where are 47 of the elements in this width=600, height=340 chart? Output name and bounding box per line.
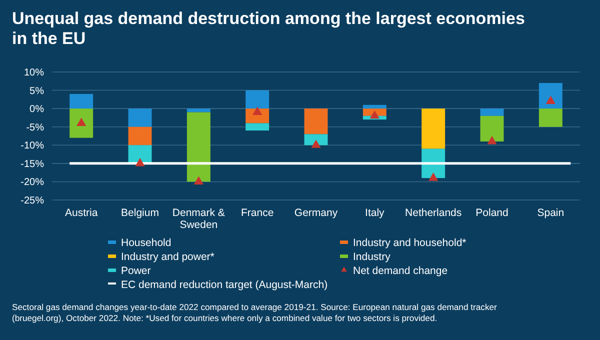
chart-title: Unequal gas demand destruction among the largest economies in the EU (12, 9, 525, 48)
bar (246, 90, 270, 109)
point (370, 110, 380, 119)
legend-label: Industry (353, 251, 392, 263)
x-tick-label: Denmark & Sweden (172, 207, 225, 231)
y-tick-label: -5% (26, 122, 44, 134)
y-tick-label: -25% (20, 196, 44, 206)
y-tick-label: -15% (20, 158, 44, 170)
bar (362, 104, 386, 109)
x-tick-label: Belgium (121, 207, 160, 219)
point (428, 172, 438, 181)
x-tick-label: Italy (365, 207, 386, 219)
bar (70, 108, 94, 138)
legend-label: Household (121, 237, 172, 249)
point (194, 176, 204, 184)
legend-label: EC demand reduction target (August-March) (121, 279, 328, 291)
legend-label: Industry and power* (121, 251, 214, 263)
bar (304, 108, 328, 134)
legend-label: Power (121, 265, 152, 277)
y-tick-label: 0% (30, 104, 44, 116)
bar (480, 116, 504, 142)
bar (128, 126, 152, 146)
x-tick-label: Spain (537, 207, 564, 219)
point (135, 158, 145, 166)
y-tick-label: 5% (30, 86, 44, 97)
bar (70, 94, 94, 109)
x-tick-label: Poland (476, 207, 509, 219)
bar (246, 123, 270, 131)
text: Sectoral gas demand changes year-to-date 2022 compared to average 2019-21. Source: European natural gas demand tracker (bruegel.org), October 2022. Note: *Used for countries where only a combined value for two sectors is provided. (12, 302, 498, 323)
x-tick-label: Germany (294, 207, 338, 219)
bar (186, 112, 210, 182)
bar (538, 82, 562, 109)
bar (128, 108, 152, 127)
y-tick-label: -20% (20, 177, 44, 188)
bar (538, 108, 562, 127)
bar (304, 134, 328, 146)
bar (480, 108, 504, 116)
x-tick-label: Austria (64, 207, 98, 219)
bar (186, 108, 210, 112)
y-tick-label: 10% (24, 68, 44, 78)
point (487, 136, 497, 144)
x-tick-label: France (240, 207, 274, 219)
bar (422, 108, 446, 149)
legend-label: Net demand change (353, 265, 448, 277)
legend-label: Industry and household* (353, 237, 466, 249)
x-tick-label: Netherlands (405, 207, 462, 219)
y-tick-label: -10% (20, 140, 44, 152)
